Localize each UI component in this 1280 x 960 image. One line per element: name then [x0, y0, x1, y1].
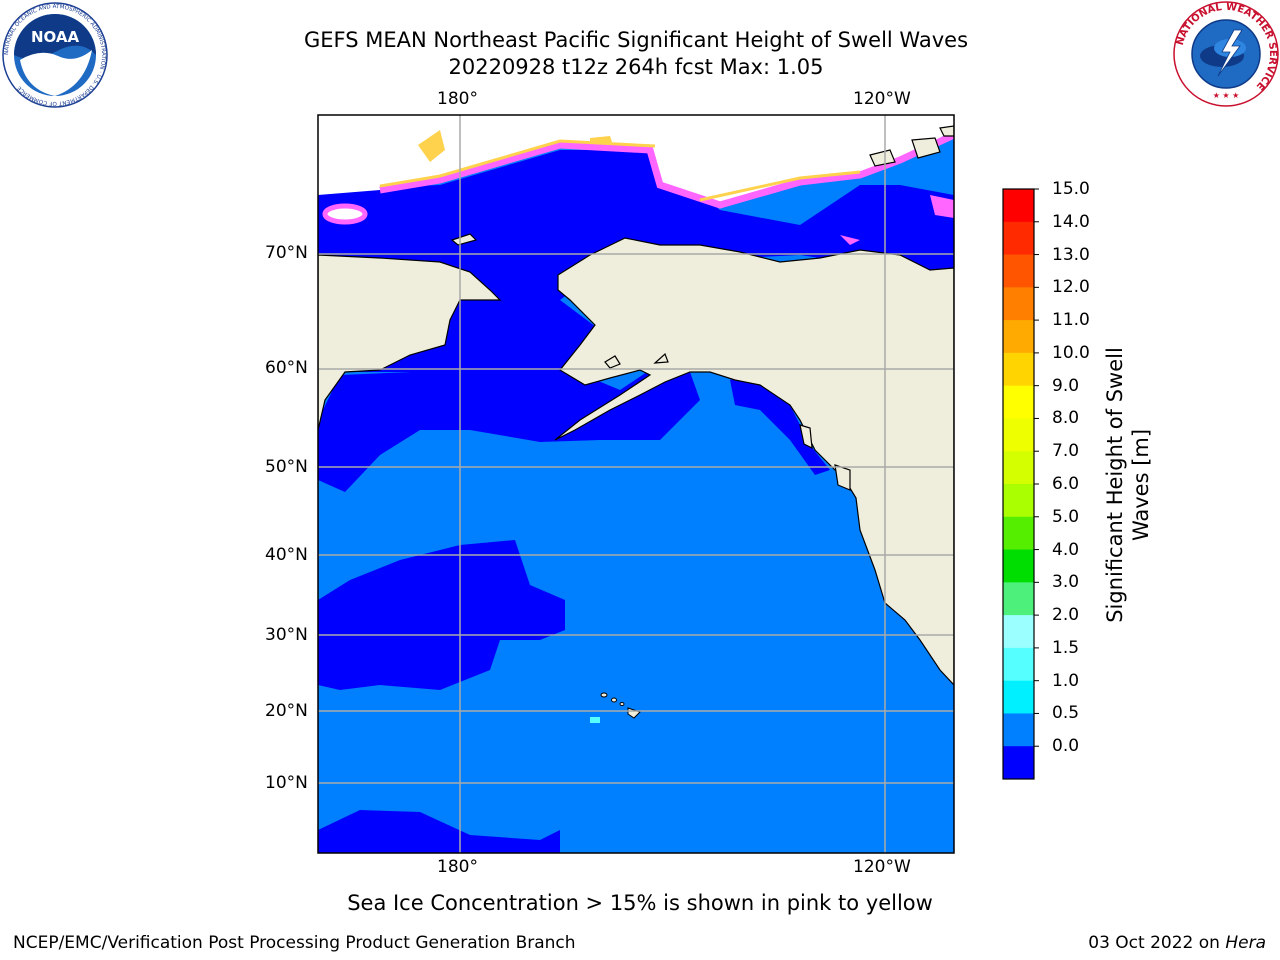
svg-text:★ ★ ★: ★ ★ ★ — [1213, 91, 1240, 100]
colorbar-tick-label: 3.0 — [1052, 572, 1080, 593]
colorbar-tick-label: 15.0 — [1052, 179, 1090, 199]
colorbar-segment — [1003, 516, 1034, 551]
land-areas — [318, 125, 954, 686]
lat-label: 30°N — [265, 625, 308, 645]
colorbar-tick-label: 2.0 — [1052, 605, 1080, 626]
nws-logo: NATIONAL WEATHER SERVICE ★ ★ ★ — [1173, 1, 1279, 107]
colorbar-segment — [1003, 352, 1034, 387]
colorbar-segment — [1003, 713, 1034, 747]
colorbar-segment — [1003, 680, 1034, 714]
lat-label: 10°N — [265, 773, 308, 793]
lat-label: 50°N — [265, 457, 308, 477]
sea-ice-edge — [318, 115, 954, 268]
footer-host: Hera — [1225, 933, 1266, 953]
top-lon-label: 180° — [437, 89, 478, 109]
colorbar-segment — [1003, 451, 1034, 485]
colorbar-tick-label: 10.0 — [1052, 342, 1090, 363]
colorbar — [1002, 188, 1039, 780]
colorbar-tick-label: 14.0 — [1052, 211, 1090, 232]
footer-date: 03 Oct 2022 on Hera — [1088, 933, 1266, 953]
map-frame — [317, 114, 955, 854]
noaa-logo-text: NOAA — [31, 28, 80, 46]
colorbar-tick-label: 1.5 — [1052, 637, 1080, 658]
colorbar-segment — [1003, 484, 1034, 518]
map-gridlines — [318, 115, 954, 853]
lat-label: 40°N — [265, 545, 308, 565]
colorbar-segment — [1003, 549, 1034, 583]
colorbar-segment — [1003, 582, 1034, 616]
top-lon-label: 120°W — [853, 89, 911, 109]
colorbar-segment — [1003, 320, 1034, 354]
colorbar-segment — [1003, 287, 1034, 321]
colorbar-segment — [1003, 615, 1034, 649]
colorbar-segment — [1003, 221, 1034, 256]
colorbar-tick-label: 5.0 — [1052, 506, 1080, 527]
lat-label: 70°N — [265, 243, 308, 263]
colorbar-label-line2: Waves [m] — [1129, 428, 1153, 542]
sea-ice-note: Sea Ice Concentration > 15% is shown in … — [347, 891, 933, 915]
lat-label: 20°N — [265, 701, 308, 721]
bottom-lon-label: 180° — [437, 857, 478, 877]
colorbar-tick-label: 8.0 — [1052, 408, 1080, 429]
colorbar-tick-label: 6.0 — [1052, 474, 1080, 494]
colorbar-tick-label: 9.0 — [1052, 375, 1080, 396]
colorbar-segment — [1003, 647, 1034, 682]
noaa-logo: NATIONAL OCEANIC AND ATMOSPHERIC ADMINIS… — [2, 2, 108, 108]
colorbar-tick-label: 4.0 — [1052, 539, 1080, 560]
colorbar-segment — [1003, 746, 1034, 780]
chart-subtitle: 20220928 t12z 264h fcst Max: 1.05 — [448, 55, 824, 79]
bottom-lon-label: 120°W — [853, 857, 911, 877]
colorbar-label-line1: Significant Height of Swell — [1103, 347, 1127, 623]
colorbar-label: Significant Height of Swell Waves [m] — [1102, 347, 1154, 623]
footer-date-text: 03 Oct 2022 on — [1088, 933, 1226, 953]
colorbar-segment — [1003, 385, 1034, 419]
colorbar-tick-label: 0.0 — [1052, 736, 1080, 757]
colorbar-tick-label: 1.0 — [1052, 670, 1080, 691]
colorbar-tick-label: 11.0 — [1052, 310, 1090, 331]
footer-branch: NCEP/EMC/Verification Post Processing Pr… — [13, 933, 576, 953]
colorbar-tick-label: 13.0 — [1052, 244, 1090, 265]
colorbar-segment — [1003, 254, 1034, 288]
colorbar-tick-label: 0.5 — [1052, 703, 1080, 724]
colorbar-segment — [1003, 189, 1034, 223]
colorbar-tick-label: 7.0 — [1052, 441, 1080, 462]
lat-label: 60°N — [265, 358, 308, 378]
chart-title: GEFS MEAN Northeast Pacific Significant … — [303, 28, 969, 52]
colorbar-tick-label: 12.0 — [1052, 277, 1090, 298]
colorbar-segment — [1003, 418, 1034, 452]
